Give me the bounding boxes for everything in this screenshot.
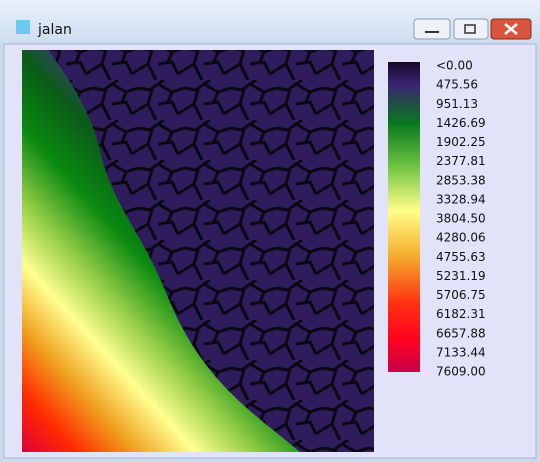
legend-label: <0.00 [436,59,473,73]
window-title: jalan [37,22,72,38]
legend-label: 2377.81 [436,154,486,168]
legend-label: 2853.38 [436,173,486,187]
legend-label: 7609.00 [436,365,486,379]
legend-label: 3328.94 [436,192,486,206]
raster-map [22,50,374,452]
legend-label: 3804.50 [436,212,486,226]
app-window: jalan <0.00 475.56 951.13 1426.69 1902.25 237… [0,0,540,462]
legend-label: 475.56 [436,78,478,92]
legend-label: 4280.06 [436,231,486,245]
window-frame: jalan <0.00 475.56 951.13 1426.69 1902.25 237… [0,0,540,462]
legend-label: 951.13 [436,97,478,111]
app-icon [16,20,30,34]
legend-label: 1902.25 [436,135,486,149]
legend-label: 5706.75 [436,288,486,302]
minimize-button[interactable] [414,19,450,39]
legend-colorbar [388,62,420,372]
legend-label: 6657.88 [436,326,486,340]
legend-label: 7133.44 [436,345,486,359]
legend-label: 4755.63 [436,250,486,264]
legend-label: 6182.31 [436,307,486,321]
legend-label: 5231.19 [436,269,486,283]
restore-button[interactable] [454,19,488,39]
legend-label: 1426.69 [436,116,486,130]
